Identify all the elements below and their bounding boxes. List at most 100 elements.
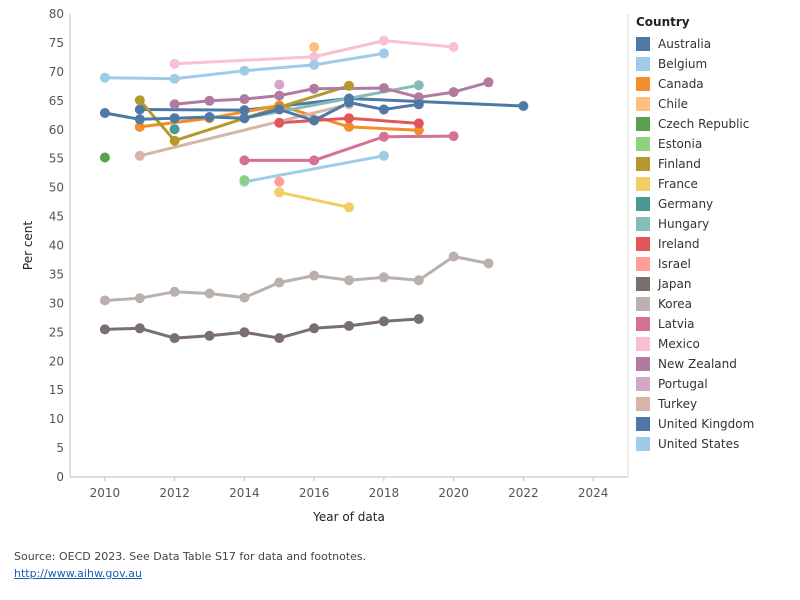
y-tick-label: 50 <box>49 181 64 195</box>
series-line-turkey <box>138 102 351 158</box>
data-point-portugal <box>274 79 285 90</box>
legend-label: Estonia <box>658 137 703 151</box>
legend-item-mexico: Mexico <box>636 334 796 354</box>
y-tick-label: 35 <box>49 267 64 281</box>
y-tick-label: 80 <box>49 7 64 21</box>
legend-label: Finland <box>658 157 701 171</box>
legend-item-canada: Canada <box>636 74 796 94</box>
legend-item-finland: Finland <box>636 154 796 174</box>
series-points <box>99 35 529 344</box>
legend-title: Country <box>636 15 690 29</box>
legend-swatch <box>636 297 650 311</box>
legend-items: Australia Belgium Canada Chile Czech Republi… <box>636 34 796 454</box>
legend-label: France <box>658 177 698 191</box>
legend-label: Israel <box>658 257 691 271</box>
data-point-latvia <box>448 131 459 142</box>
legend-swatch <box>636 37 650 51</box>
data-point-united-kingdom <box>239 113 250 124</box>
legend-swatch <box>636 117 650 131</box>
data-point-finland <box>169 135 180 146</box>
data-point-united-kingdom <box>344 97 354 108</box>
y-tick-label: 65 <box>49 94 64 108</box>
data-point-united-kingdom <box>134 114 145 125</box>
data-point-latvia <box>378 131 389 142</box>
y-tick-label: 0 <box>56 470 64 484</box>
data-point-korea <box>483 258 494 269</box>
legend-label: United States <box>658 437 740 451</box>
data-point-united-kingdom <box>169 113 180 124</box>
legend-label: Czech Republic <box>658 117 750 131</box>
legend-label: Korea <box>658 297 693 311</box>
data-point-mexico <box>169 58 180 69</box>
legend-swatch <box>636 337 650 351</box>
legend-label: Turkey <box>658 397 698 411</box>
legend-item-ireland: Ireland <box>636 234 796 254</box>
data-point-united-kingdom <box>413 99 424 110</box>
footer: Source: OECD 2023. See Data Table S17 fo… <box>14 550 366 580</box>
data-point-united-kingdom <box>274 104 285 115</box>
data-point-japan <box>274 333 285 344</box>
data-point-korea <box>448 251 459 262</box>
data-point-korea <box>169 286 180 297</box>
legend-item-belgium: Belgium <box>636 54 796 74</box>
series-line-finland <box>138 84 351 143</box>
y-tick-label: 25 <box>49 325 64 339</box>
legend-label: Chile <box>658 97 689 111</box>
y-tick-label: 20 <box>49 354 64 368</box>
data-point-new-zealand <box>378 83 389 94</box>
data-point-united-states <box>378 48 389 59</box>
data-point-hungary <box>413 80 424 91</box>
x-tick-label: 2020 <box>438 486 469 500</box>
legend-swatch <box>636 137 650 151</box>
data-point-korea <box>134 293 145 304</box>
legend-item-australia: Australia <box>636 34 796 54</box>
series-line-australia <box>138 97 525 112</box>
y-tick-label: 40 <box>49 239 64 253</box>
data-point-new-zealand <box>448 87 459 98</box>
series-line-united-kingdom <box>103 101 421 122</box>
legend-swatch <box>636 57 650 71</box>
data-point-finland <box>134 95 145 106</box>
data-point-australia <box>239 105 250 116</box>
data-point-new-zealand <box>413 92 424 103</box>
y-tick-label: 30 <box>49 296 64 310</box>
legend-label: Japan <box>658 277 692 291</box>
legend-label: Belgium <box>658 57 708 71</box>
x-tick-label: 2024 <box>578 486 609 500</box>
y-tick-label: 5 <box>56 441 64 455</box>
data-point-new-zealand <box>204 95 215 106</box>
data-point-ireland <box>413 118 424 129</box>
legend-item-estonia: Estonia <box>636 134 796 154</box>
data-point-korea <box>413 275 424 286</box>
y-tick-label: 55 <box>49 152 64 166</box>
legend-label: New Zealand <box>658 357 737 371</box>
data-point-japan <box>99 324 110 335</box>
series-line-france <box>277 190 351 209</box>
data-point-belgium <box>378 150 389 161</box>
legend-item-united-states: United States <box>636 434 796 454</box>
x-tick-label: 2022 <box>508 486 539 500</box>
data-point-united-kingdom <box>378 104 389 115</box>
legend-item-portugal: Portugal <box>636 374 796 394</box>
data-point-france <box>274 187 285 198</box>
legend-swatch <box>636 77 650 91</box>
data-point-new-zealand <box>309 83 320 94</box>
legend-item-united-kingdom: United Kingdom <box>636 414 796 434</box>
data-point-japan <box>204 330 215 341</box>
source-note: Source: OECD 2023. See Data Table S17 fo… <box>14 550 367 563</box>
legend-swatch <box>636 377 650 391</box>
legend-item-korea: Korea <box>636 294 796 314</box>
data-point-united-states <box>239 65 250 76</box>
legend-item-france: France <box>636 174 796 194</box>
y-axis-title: Per cent <box>21 221 35 271</box>
legend-label: United Kingdom <box>658 417 755 431</box>
data-point-turkey <box>134 150 145 161</box>
data-point-korea <box>309 270 320 281</box>
data-point-korea <box>344 275 354 286</box>
legend-item-israel: Israel <box>636 254 796 274</box>
source-link[interactable]: http://www.aihw.gov.au <box>14 567 143 580</box>
data-point-united-kingdom <box>204 112 215 122</box>
data-point-japan <box>239 327 250 338</box>
legend-swatch <box>636 417 650 431</box>
data-point-finland <box>344 80 354 91</box>
